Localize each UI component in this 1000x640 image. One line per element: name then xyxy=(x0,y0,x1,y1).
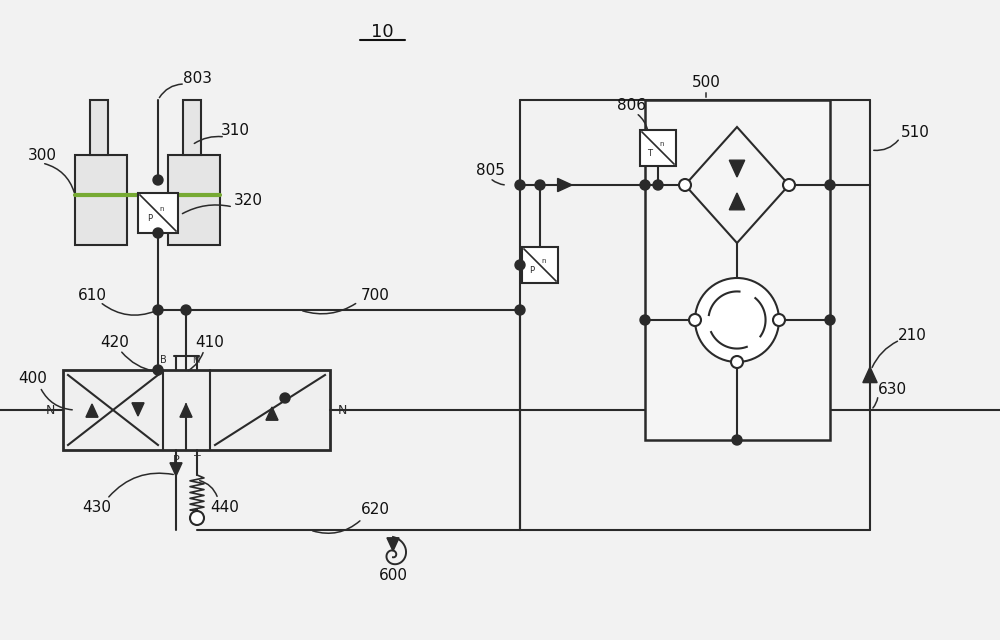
Text: P: P xyxy=(173,455,179,465)
Text: B: B xyxy=(160,355,166,365)
Polygon shape xyxy=(180,404,192,417)
Circle shape xyxy=(695,278,779,362)
Text: 320: 320 xyxy=(234,193,263,207)
Circle shape xyxy=(653,180,663,190)
Polygon shape xyxy=(387,538,399,551)
Circle shape xyxy=(190,511,204,525)
Circle shape xyxy=(280,393,290,403)
Text: 806: 806 xyxy=(618,97,646,113)
Circle shape xyxy=(825,180,835,190)
Text: 600: 600 xyxy=(378,568,408,582)
Polygon shape xyxy=(86,404,98,417)
Bar xyxy=(645,100,830,440)
Text: 803: 803 xyxy=(183,70,212,86)
Text: n: n xyxy=(542,258,546,264)
Circle shape xyxy=(515,260,525,270)
Text: 300: 300 xyxy=(28,147,57,163)
Text: T: T xyxy=(648,148,652,157)
Circle shape xyxy=(153,228,163,238)
Circle shape xyxy=(515,180,525,190)
Text: n: n xyxy=(660,141,664,147)
Bar xyxy=(640,130,676,166)
Circle shape xyxy=(181,305,191,315)
Text: 805: 805 xyxy=(476,163,504,177)
Text: N: N xyxy=(337,403,347,417)
Text: 420: 420 xyxy=(101,335,129,349)
Text: 430: 430 xyxy=(83,500,112,515)
Text: 10: 10 xyxy=(371,23,393,41)
Polygon shape xyxy=(132,403,144,416)
Text: 700: 700 xyxy=(361,287,389,303)
Circle shape xyxy=(773,314,785,326)
Text: 400: 400 xyxy=(19,371,47,385)
Bar xyxy=(183,100,201,155)
Text: 310: 310 xyxy=(221,122,250,138)
Text: M: M xyxy=(192,355,200,365)
Circle shape xyxy=(153,305,163,315)
Text: 630: 630 xyxy=(877,383,907,397)
Polygon shape xyxy=(729,193,745,210)
Text: P: P xyxy=(529,266,535,275)
Text: 440: 440 xyxy=(211,500,239,515)
Polygon shape xyxy=(863,367,877,383)
Circle shape xyxy=(640,315,650,325)
Bar xyxy=(75,155,127,245)
Circle shape xyxy=(732,435,742,445)
Bar xyxy=(90,100,108,155)
Circle shape xyxy=(731,356,743,368)
Circle shape xyxy=(153,365,163,375)
Text: 510: 510 xyxy=(901,125,929,140)
Circle shape xyxy=(153,175,163,185)
Text: N: N xyxy=(45,403,55,417)
Bar xyxy=(522,247,558,283)
Bar xyxy=(168,155,220,245)
Polygon shape xyxy=(266,407,278,420)
Text: 500: 500 xyxy=(692,74,720,90)
Circle shape xyxy=(825,315,835,325)
Text: T: T xyxy=(194,455,200,465)
Circle shape xyxy=(689,314,701,326)
Polygon shape xyxy=(558,179,572,191)
Text: 210: 210 xyxy=(898,328,926,342)
Circle shape xyxy=(679,179,691,191)
Circle shape xyxy=(640,180,650,190)
Text: 610: 610 xyxy=(78,287,107,303)
Circle shape xyxy=(535,180,545,190)
Circle shape xyxy=(783,179,795,191)
Text: n: n xyxy=(160,206,164,212)
Bar xyxy=(63,370,330,450)
Polygon shape xyxy=(729,160,745,177)
Text: 620: 620 xyxy=(361,502,390,518)
Bar xyxy=(138,193,178,233)
Text: P: P xyxy=(147,214,153,223)
Polygon shape xyxy=(170,463,182,476)
Circle shape xyxy=(515,305,525,315)
Text: 410: 410 xyxy=(196,335,224,349)
